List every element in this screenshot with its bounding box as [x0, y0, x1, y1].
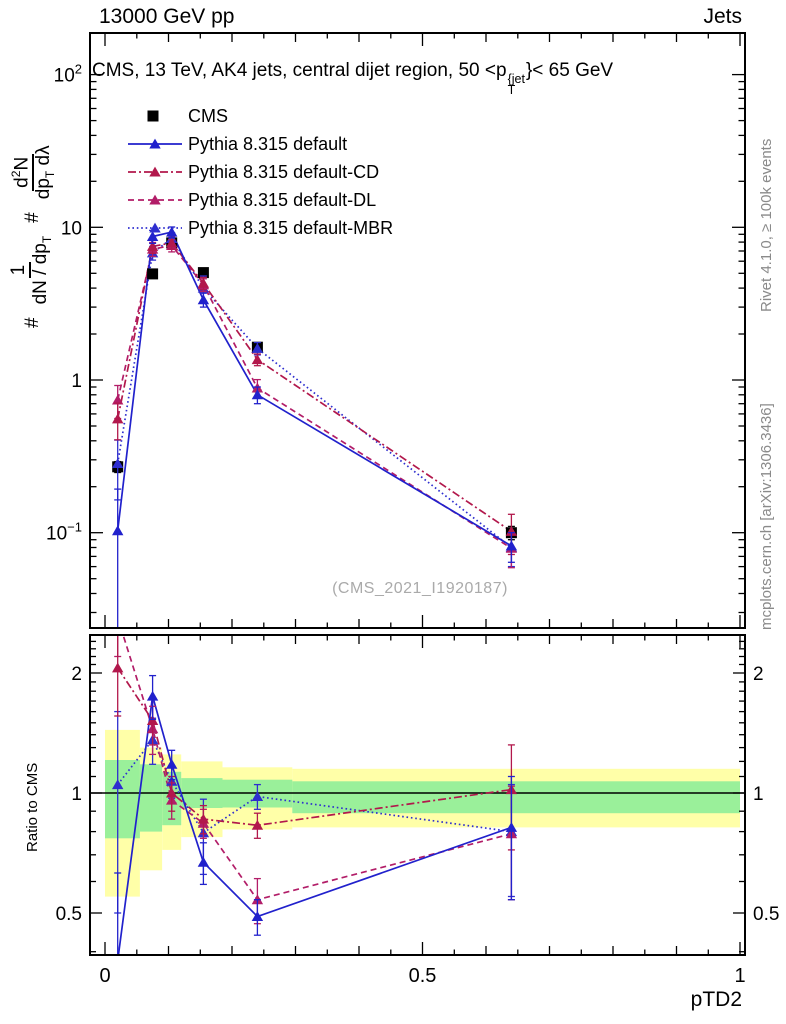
pt-superscript-stack: {jet T — [507, 72, 525, 97]
legend-item-cd: Pythia 8.315 default-CD — [126, 158, 393, 186]
x-axis-label: pTD2 — [690, 988, 742, 1011]
mcplots-arxiv-note: mcplots.cern.ch [arXiv:1306.3436] — [758, 403, 775, 630]
hash-symbol: # — [22, 317, 44, 328]
hash-symbol: # — [22, 212, 44, 223]
plot-title-prefix: CMS, 13 TeV, AK4 jets, central dijet reg… — [92, 60, 507, 81]
svg-text:1: 1 — [71, 784, 82, 805]
svg-text:0.5: 0.5 — [56, 904, 82, 925]
rivet-version-note: Rivet 4.1.0, ≥ 100k events — [758, 138, 775, 312]
svg-text:102: 102 — [54, 62, 82, 87]
fraction-d2n-dptdlambda: d2N dpT dλ — [6, 145, 60, 199]
legend-label: CMS — [188, 105, 228, 126]
legend-label: Pythia 8.315 default-CD — [188, 161, 380, 182]
legend-item-default: Pythia 8.315 default — [126, 130, 393, 158]
dashed-line-triangle-icon — [128, 194, 182, 205]
cms-square-marker-icon — [147, 110, 159, 122]
svg-text:1: 1 — [734, 965, 745, 987]
main-y-axis-label: # 1 dN / dpT # d2N dpT dλ — [6, 145, 60, 328]
svg-text:1: 1 — [753, 784, 764, 805]
plot-title: CMS, 13 TeV, AK4 jets, central dijet reg… — [92, 60, 613, 96]
svg-text:0.5: 0.5 — [409, 965, 437, 987]
analysis-group-label: Jets — [703, 5, 742, 28]
legend-item-dl: Pythia 8.315 default-DL — [126, 186, 393, 214]
plot-title-suffix: }< 65 GeV — [525, 60, 614, 81]
dotted-line-triangle-icon — [128, 222, 182, 233]
legend-item-cms: CMS — [126, 102, 393, 130]
fraction-one-over-dndpt: 1 dN / dpT — [8, 235, 54, 305]
legend: CMS Pythia 8.315 default Pythia 8.315 de… — [126, 102, 393, 242]
analysis-id-watermark: (CMS_2021_I1920187) — [332, 580, 508, 597]
plot-title-sub: T — [507, 83, 516, 97]
plot-title-sup: {jet — [507, 72, 525, 86]
svg-text:2: 2 — [71, 664, 82, 685]
svg-text:10−1: 10−1 — [46, 520, 82, 545]
legend-label: Pythia 8.315 default — [188, 133, 348, 154]
legend-item-mbr: Pythia 8.315 default-MBR — [126, 214, 393, 242]
svg-text:0.5: 0.5 — [753, 904, 779, 925]
svg-text:1: 1 — [71, 371, 82, 392]
legend-label: Pythia 8.315 default-DL — [188, 189, 377, 210]
legend-label: Pythia 8.315 default-MBR — [188, 217, 394, 238]
svg-text:10: 10 — [61, 218, 82, 239]
svg-text:0: 0 — [99, 965, 110, 987]
svg-text:2: 2 — [753, 664, 764, 685]
ratio-y-axis-label: Ratio to CMS — [24, 762, 41, 852]
dashdot-line-triangle-icon — [128, 166, 182, 177]
beam-energy-label: 13000 GeV pp — [99, 5, 235, 28]
solid-line-triangle-icon — [128, 138, 182, 149]
